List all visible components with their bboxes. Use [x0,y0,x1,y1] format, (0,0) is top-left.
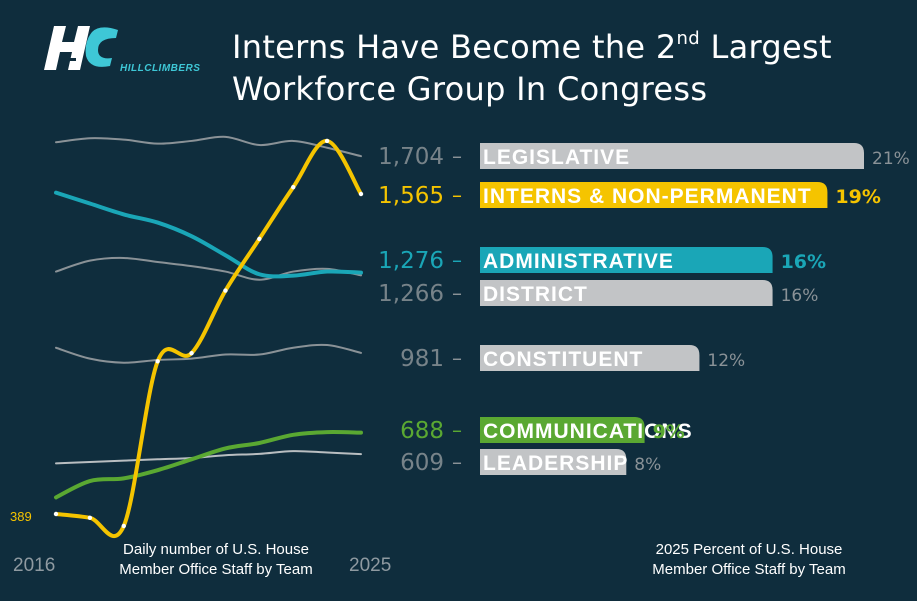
end-dash-interns-non-permanent: – [452,183,462,207]
bar-label-interns-non-permanent: INTERNS & NON-PERMANENT [483,185,812,208]
logo-text: HILLCLIMBERS [120,63,201,74]
bar-value-administrative: 16% [781,251,826,273]
series-line-legislative [55,135,362,158]
series-line-communications [54,430,363,500]
x-axis-end-year: 2025 [349,555,392,576]
end-value-interns-non-permanent: 1,565 [378,183,444,209]
bar-value-district: 16% [781,286,819,306]
interns-point [189,350,194,356]
bar-leadership [480,449,627,475]
bar-administrative [480,247,773,273]
series-line-constituent [55,343,362,364]
end-dash-leadership: – [452,450,462,474]
end-value-constituent: 981 [400,346,444,372]
interns-start-point [53,511,59,517]
bar-interns-non-permanent [480,182,828,208]
interns-point [87,515,93,521]
end-dash-district: – [452,281,462,305]
line-chart-caption: Daily number of U.S. House Member Office … [119,541,313,578]
interns-point [155,359,160,364]
end-value-district: 1,266 [378,281,444,307]
interns-point [324,138,330,144]
end-dash-administrative: – [452,248,462,272]
bar-constituent [480,345,700,371]
series-line-leadership [55,450,362,465]
interns-point [121,523,126,529]
page-title: Interns Have Become the 2nd Largest Work… [232,26,832,110]
end-value-communications: 688 [400,418,444,444]
bar-label-district: DISTRICT [483,283,588,306]
end-value-legislative: 1,704 [378,144,444,170]
logo-mark-icon [44,26,118,70]
interns-point [358,191,364,197]
bar-legislative [480,143,864,169]
end-value-leadership: 609 [400,450,444,476]
series-line-district [55,256,362,281]
title-line-1: Interns Have Become the 2nd Largest [232,28,832,66]
interns-point [257,236,262,242]
bar-value-constituent: 12% [707,351,745,371]
hillclimbers-logo: HILLCLIMBERS [40,22,200,74]
end-dash-communications: – [452,418,462,442]
series-line-administrative [54,190,363,279]
bar-communications [480,417,645,443]
bar-label-constituent: CONSTITUENT [483,348,643,371]
bar-district [480,280,773,306]
bar-value-legislative: 21% [872,149,910,169]
end-dash-constituent: – [452,346,462,370]
series-line-interns-non-permanent [54,138,363,538]
bar-label-administrative: ADMINISTRATIVE [483,250,674,273]
bar-chart-caption: 2025 Percent of U.S. House Member Office … [652,541,846,578]
end-dash-legislative: – [452,144,462,168]
bar-label-communications: COMMUNICATIONS [483,420,693,443]
title-line-2: Workforce Group In Congress [232,70,708,108]
x-axis-start-year: 2016 [13,555,56,576]
bar-value-interns-non-permanent: 19% [835,186,880,208]
bar-label-legislative: LEGISLATIVE [483,146,630,169]
bar-value-leadership: 8% [634,455,661,475]
end-value-administrative: 1,276 [378,248,444,274]
interns-start-label: 389 [10,509,32,524]
interns-point [223,288,228,293]
bar-value-communications: 9% [653,421,685,443]
bar-label-leadership: LEADERSHIP [483,452,628,475]
interns-point [291,184,296,190]
